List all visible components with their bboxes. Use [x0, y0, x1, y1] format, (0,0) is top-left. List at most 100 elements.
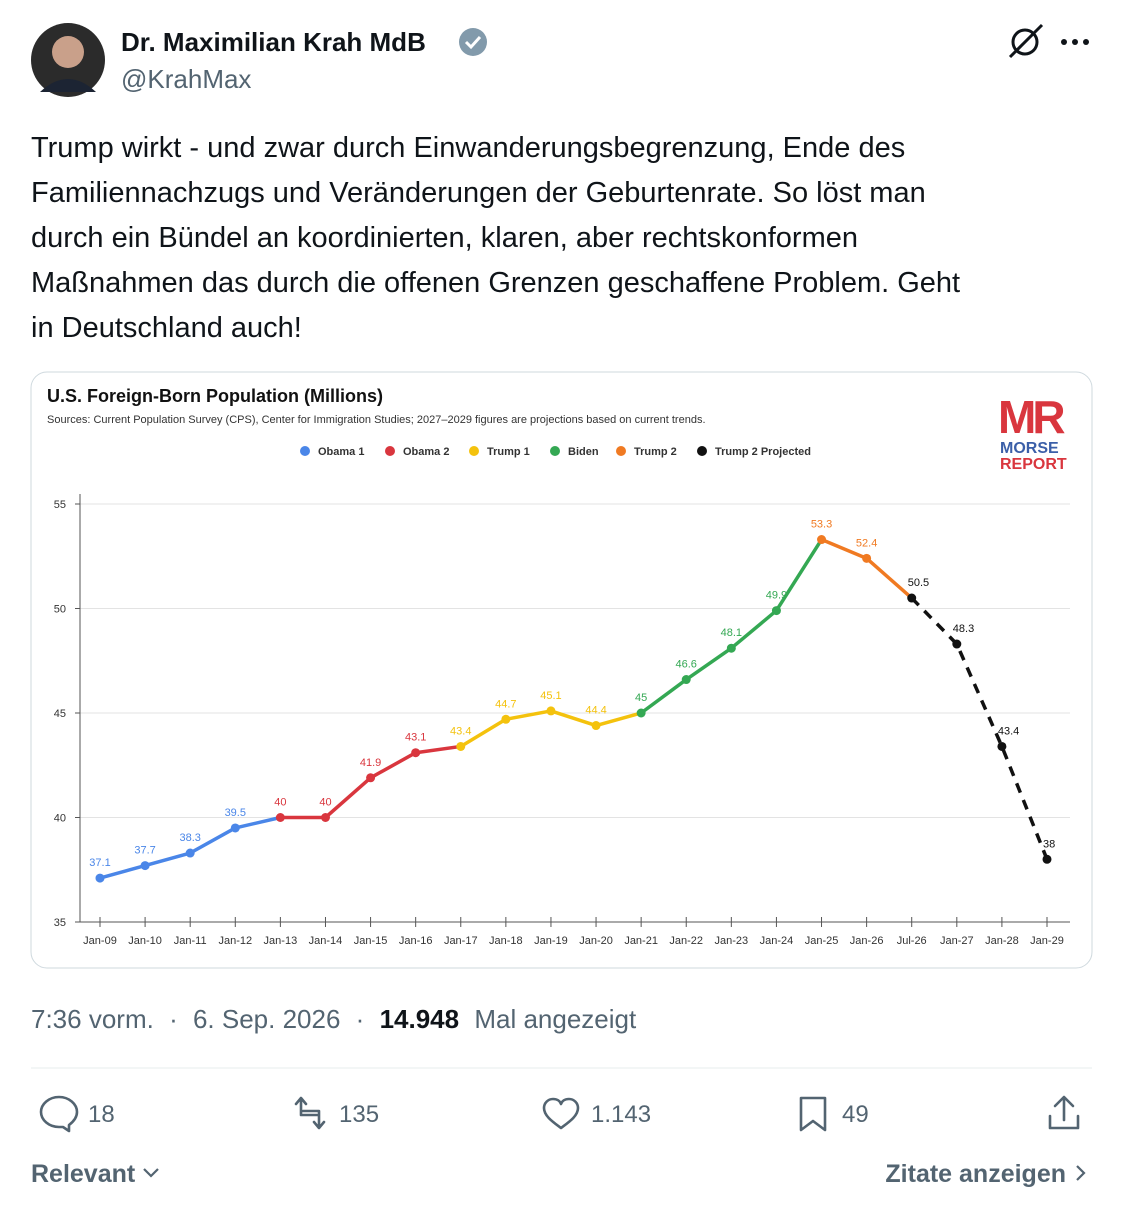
- data-label: 45.1: [540, 690, 561, 702]
- legend-label: Trump 2 Projected: [715, 446, 811, 458]
- date[interactable]: 6. Sep. 2026: [193, 1004, 340, 1034]
- data-label: 44.7: [495, 698, 516, 710]
- author-handle[interactable]: @KrahMax: [121, 64, 251, 94]
- x-tick-label: Jan-28: [985, 935, 1019, 947]
- x-tick-label: Jan-29: [1030, 935, 1064, 947]
- legend-marker: [385, 446, 395, 456]
- chart-subtitle: Sources: Current Population Survey (CPS)…: [47, 414, 706, 426]
- x-tick-label: Jan-17: [444, 935, 478, 947]
- media-card[interactable]: [30, 371, 1093, 969]
- quotes-link[interactable]: Zitate anzeigen: [885, 1160, 1066, 1188]
- data-label: 52.4: [856, 537, 877, 549]
- legend-marker: [550, 446, 560, 456]
- x-tick-label: Jan-13: [264, 935, 298, 947]
- share-icon[interactable]: [1048, 1095, 1080, 1130]
- more-icon[interactable]: [1061, 39, 1089, 45]
- x-tick-label: Jan-26: [850, 935, 884, 947]
- verified-badge: [459, 28, 487, 56]
- data-point: [320, 813, 330, 822]
- author-name[interactable]: Dr. Maximilian Krah MdB: [121, 27, 426, 57]
- data-label: 45: [635, 692, 647, 704]
- grok-icon[interactable]: [1008, 23, 1044, 59]
- tweet-text: Trump wirkt - und zwar durch Einwanderun…: [31, 132, 960, 344]
- data-label: 48.1: [721, 627, 742, 639]
- reply-count: 18: [88, 1101, 115, 1128]
- data-point: [817, 535, 827, 545]
- data-label: 38.3: [179, 832, 200, 844]
- data-label: 41.9: [360, 757, 381, 769]
- x-tick-label: Jan-12: [218, 935, 252, 947]
- legend-marker: [300, 446, 310, 456]
- y-tick-label: 55: [54, 499, 66, 511]
- reply-icon[interactable]: [39, 1095, 79, 1133]
- data-label: 37.7: [134, 845, 155, 857]
- legend-marker: [469, 446, 479, 456]
- data-point: [230, 823, 240, 833]
- data-point: [411, 748, 421, 758]
- data-point: [366, 773, 376, 783]
- data-label: 44.4: [585, 705, 606, 717]
- data-label: 49.9: [766, 590, 787, 602]
- x-tick-label: Jan-11: [174, 935, 207, 947]
- legend-label: Obama 1: [318, 446, 364, 458]
- data-label: 50.5: [908, 577, 929, 589]
- data-point: [681, 675, 691, 685]
- data-point: [546, 706, 556, 716]
- tweet-text-line: Maßnahmen das durch die offenen Grenzen …: [31, 267, 960, 299]
- data-point: [140, 861, 150, 871]
- logo-line1: MORSE: [1000, 440, 1059, 457]
- legend-marker: [616, 446, 626, 456]
- x-tick-label: Jan-24: [760, 935, 794, 947]
- data-label: 39.5: [225, 807, 246, 819]
- sort-selector[interactable]: Relevant: [31, 1160, 136, 1188]
- x-tick-label: Jan-15: [354, 935, 388, 947]
- x-tick-label: Jan-09: [83, 935, 117, 947]
- data-point: [636, 708, 646, 718]
- avatar-suit: [40, 79, 96, 92]
- chevron-right[interactable]: [1076, 1165, 1086, 1181]
- y-tick-label: 45: [54, 708, 66, 720]
- data-label: 43.1: [405, 732, 426, 744]
- series-line: [910, 596, 1049, 860]
- tweet-text-line: Familiennachzugs und Veränderungen der G…: [31, 177, 926, 209]
- tweet-meta: 7:36 vorm. · 6. Sep. 2026 · 14.948 Mal a…: [31, 1004, 637, 1034]
- legend-label: Obama 2: [403, 446, 449, 458]
- bookmark-count: 49: [842, 1101, 869, 1128]
- x-tick-label: Jul-26: [897, 935, 927, 947]
- x-tick-label: Jan-16: [399, 935, 433, 947]
- data-point: [275, 813, 285, 822]
- x-tick-label: Jan-20: [579, 935, 613, 947]
- data-point: [456, 741, 466, 751]
- x-tick-label: Jan-14: [309, 935, 343, 947]
- separator: ·: [169, 1004, 178, 1034]
- like-count: 1.143: [591, 1101, 651, 1128]
- x-tick-label: Jan-27: [940, 935, 974, 947]
- like-icon[interactable]: [542, 1097, 580, 1130]
- data-label: 38: [1043, 838, 1055, 850]
- data-label: 37.1: [89, 857, 110, 869]
- data-point: [1042, 854, 1052, 864]
- chevron-down[interactable]: [143, 1168, 159, 1178]
- data-point: [862, 553, 872, 563]
- legend-label: Biden: [568, 446, 599, 458]
- repost-icon[interactable]: [294, 1096, 326, 1130]
- y-tick-label: 35: [54, 917, 66, 929]
- bookmark-icon[interactable]: [799, 1096, 827, 1132]
- data-point: [185, 848, 195, 858]
- x-tick-label: Jan-18: [489, 935, 523, 947]
- chart-title: U.S. Foreign-Born Population (Millions): [47, 386, 383, 406]
- data-label: 46.6: [676, 659, 697, 671]
- data-label: 48.3: [953, 623, 974, 635]
- data-label: 43.4: [998, 725, 1019, 737]
- data-point: [907, 593, 917, 603]
- x-tick-label: Jan-21: [624, 935, 658, 947]
- data-point: [726, 643, 736, 653]
- tweet-text-line: durch ein Bündel an koordinierten, klare…: [31, 222, 858, 254]
- repost-count: 135: [339, 1101, 379, 1128]
- views-label: Mal angezeigt: [474, 1004, 637, 1034]
- legend-label: Trump 1: [487, 446, 530, 458]
- time[interactable]: 7:36 vorm.: [31, 1004, 154, 1034]
- x-tick-label: Jan-19: [534, 935, 568, 947]
